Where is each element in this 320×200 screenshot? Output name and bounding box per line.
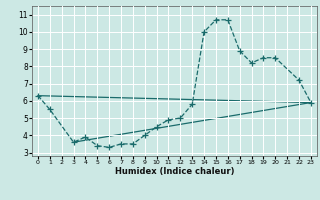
X-axis label: Humidex (Indice chaleur): Humidex (Indice chaleur) bbox=[115, 167, 234, 176]
